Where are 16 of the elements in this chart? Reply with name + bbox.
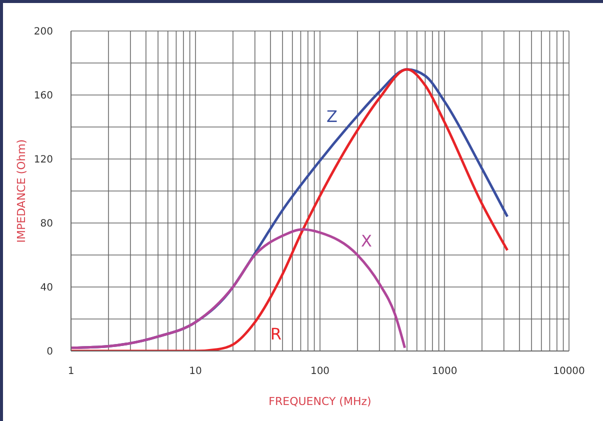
x-tick-label: 100 — [310, 366, 330, 378]
y-axis-title: IMPEDANCE (Ohm) — [14, 139, 28, 243]
x-tick-label: 1 — [68, 366, 74, 378]
x-tick-label: 1000 — [432, 366, 458, 378]
y-tick-label: 40 — [40, 282, 53, 294]
y-tick-label: 160 — [34, 90, 53, 102]
x-tick-label: 10 — [189, 366, 202, 378]
x-axis-title: FREQUENCY (MHz) — [268, 395, 372, 408]
y-tick-label: 120 — [34, 154, 53, 166]
series-label: X — [360, 231, 372, 250]
y-tick-label: 80 — [40, 218, 53, 230]
x-tick-label: 10000 — [553, 366, 585, 378]
y-tick-label: 0 — [46, 346, 53, 358]
series-label: Z — [326, 106, 338, 126]
y-tick-label: 200 — [34, 26, 53, 38]
series-label: R — [270, 324, 282, 344]
